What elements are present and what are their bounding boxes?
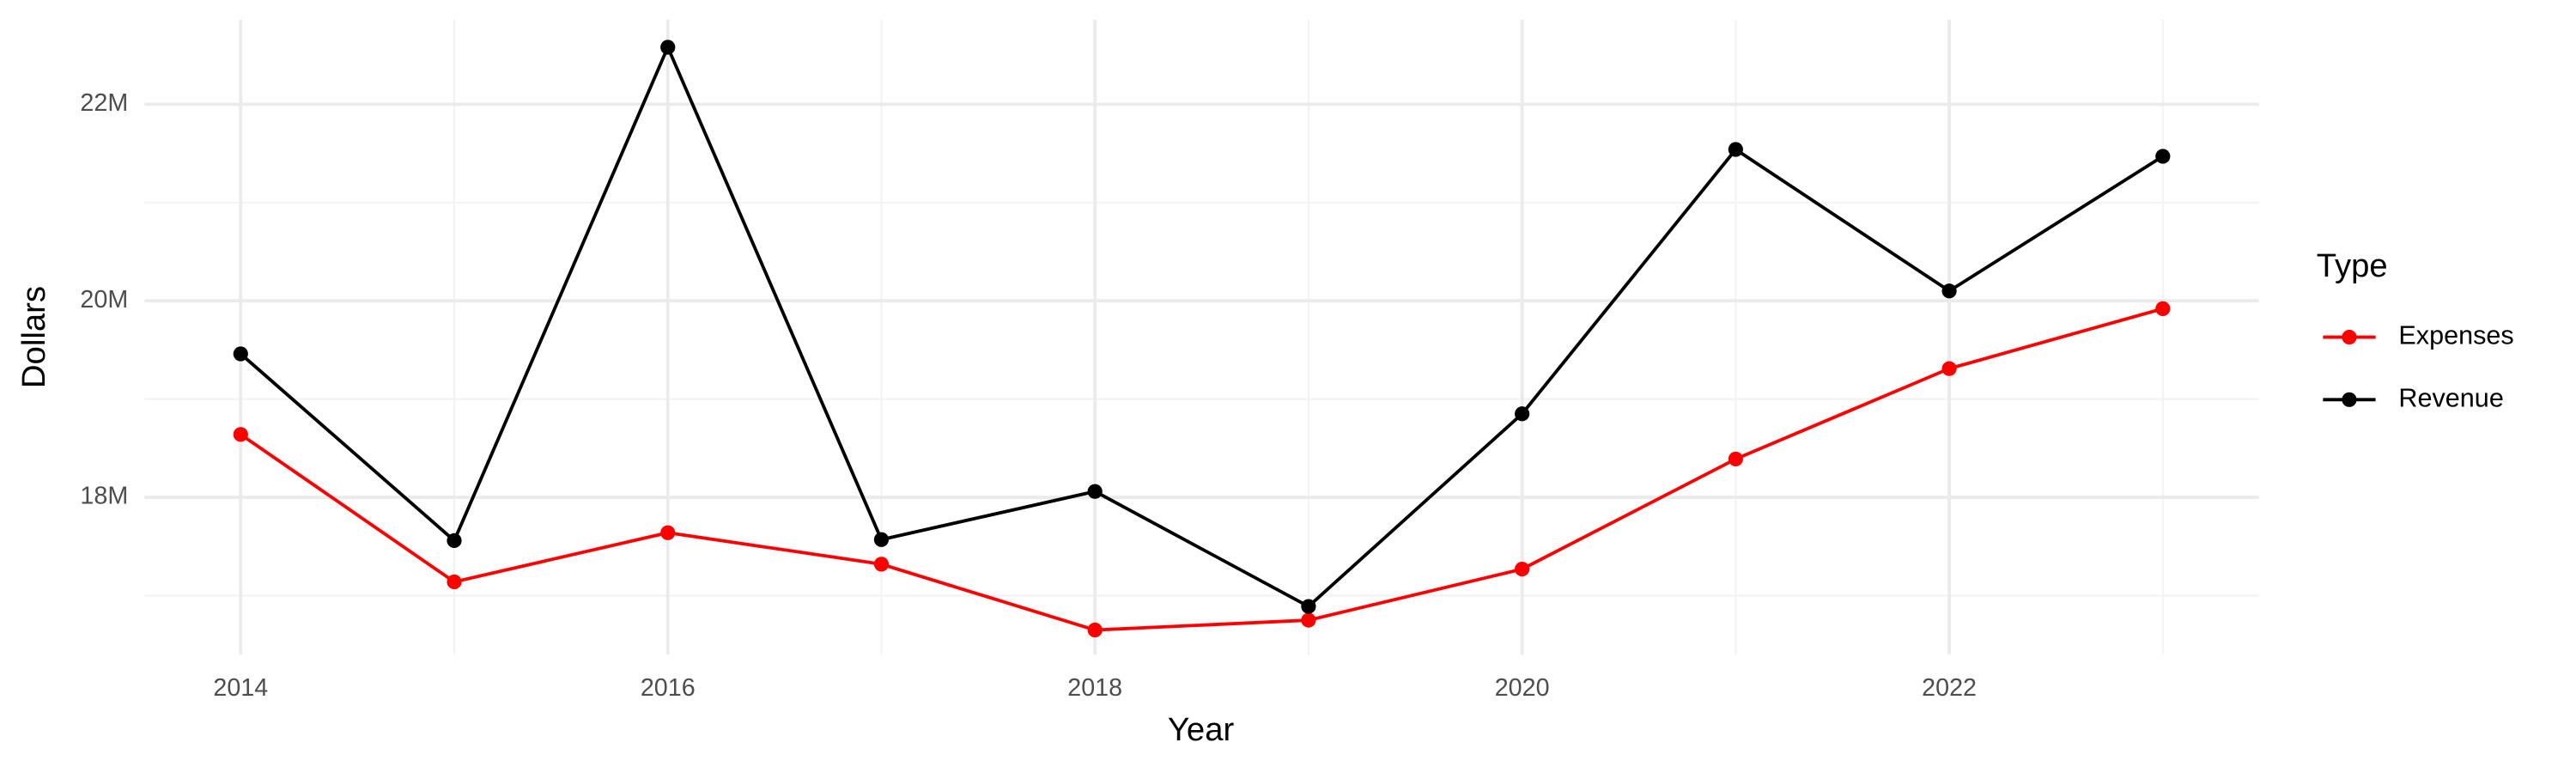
x-tick-label: 2016 <box>641 674 696 702</box>
data-point <box>873 557 890 572</box>
legend-label: Expenses <box>2398 321 2513 350</box>
legend-label: Revenue <box>2398 383 2503 412</box>
legend-title: Type <box>2317 247 2388 284</box>
data-point <box>1728 142 1743 157</box>
data-point <box>660 40 676 55</box>
series-line <box>240 43 2164 609</box>
y-tick-label: 18M <box>80 483 128 510</box>
x-tick-label: 2014 <box>213 674 268 702</box>
y-tick-label: 22M <box>80 89 128 117</box>
legend-key-point <box>2342 392 2357 407</box>
y-axis-title: Dollars <box>15 286 52 388</box>
data-point <box>660 525 676 540</box>
x-tick-label: 2018 <box>1067 674 1122 702</box>
data-point <box>1515 561 1530 577</box>
data-point <box>2155 301 2171 316</box>
data-point <box>1087 622 1103 638</box>
data-point <box>873 532 890 547</box>
data-point <box>2155 149 2171 164</box>
y-tick-label: 20M <box>80 286 128 313</box>
data-point <box>1515 406 1530 422</box>
data-point <box>1728 451 1743 467</box>
series-line <box>240 307 2164 632</box>
data-point <box>233 427 248 442</box>
x-axis-title: Year <box>1168 711 1235 748</box>
data-point <box>233 346 248 362</box>
x-tick-label: 2022 <box>1922 674 1977 702</box>
legend-key-point <box>2342 329 2357 345</box>
data-point <box>447 574 462 590</box>
data-point <box>447 533 462 549</box>
data-point <box>1941 283 1957 299</box>
data-point <box>1301 599 1316 614</box>
data-point <box>1301 612 1316 628</box>
x-tick-label: 2020 <box>1495 674 1550 702</box>
data-point <box>1087 484 1103 499</box>
data-point <box>1941 361 1957 376</box>
